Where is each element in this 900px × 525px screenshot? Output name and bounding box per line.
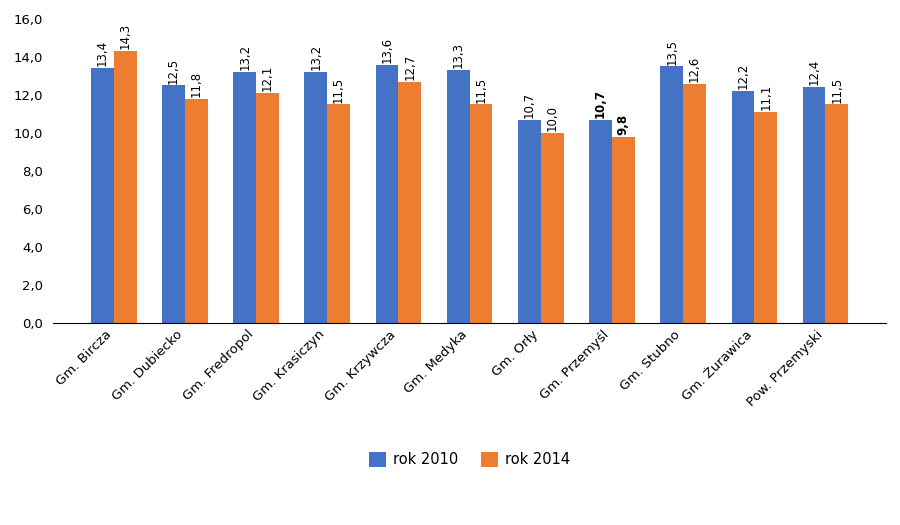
Text: 13,6: 13,6 — [381, 37, 393, 62]
Bar — [803, 87, 825, 323]
Text: 10,7: 10,7 — [523, 92, 536, 118]
Bar — [184, 99, 208, 323]
Bar — [661, 67, 683, 323]
Bar — [91, 68, 113, 323]
Legend: rok 2010, rok 2014: rok 2010, rok 2014 — [363, 446, 576, 473]
Bar — [470, 104, 492, 323]
Text: 13,3: 13,3 — [452, 43, 464, 68]
Text: 11,1: 11,1 — [760, 84, 772, 110]
Text: 12,5: 12,5 — [167, 57, 180, 83]
Bar — [304, 72, 328, 323]
Bar — [446, 70, 470, 323]
Text: 11,5: 11,5 — [332, 77, 346, 102]
Bar — [399, 82, 421, 323]
Text: 10,0: 10,0 — [545, 105, 559, 131]
Text: 12,4: 12,4 — [807, 59, 821, 86]
Text: 11,5: 11,5 — [474, 77, 488, 102]
Text: 12,1: 12,1 — [261, 65, 274, 91]
Text: 12,6: 12,6 — [688, 56, 701, 82]
Text: 14,3: 14,3 — [119, 23, 131, 49]
Bar — [233, 72, 256, 323]
Text: 10,7: 10,7 — [594, 89, 608, 118]
Text: 11,5: 11,5 — [831, 77, 843, 102]
Bar — [256, 93, 279, 323]
Bar — [825, 104, 848, 323]
Text: 11,8: 11,8 — [190, 71, 203, 97]
Text: 9,8: 9,8 — [616, 114, 630, 135]
Bar — [518, 120, 541, 323]
Bar — [590, 120, 612, 323]
Text: 13,4: 13,4 — [96, 40, 109, 67]
Bar — [541, 133, 563, 323]
Bar — [683, 83, 706, 323]
Bar — [162, 86, 184, 323]
Bar — [113, 51, 137, 323]
Bar — [612, 137, 634, 323]
Bar — [732, 91, 754, 323]
Bar — [375, 65, 399, 323]
Text: 12,2: 12,2 — [736, 63, 750, 89]
Text: 13,2: 13,2 — [238, 44, 251, 70]
Bar — [328, 104, 350, 323]
Text: 13,2: 13,2 — [310, 44, 322, 70]
Bar — [754, 112, 777, 323]
Text: 12,7: 12,7 — [403, 54, 417, 80]
Text: 13,5: 13,5 — [665, 38, 679, 65]
